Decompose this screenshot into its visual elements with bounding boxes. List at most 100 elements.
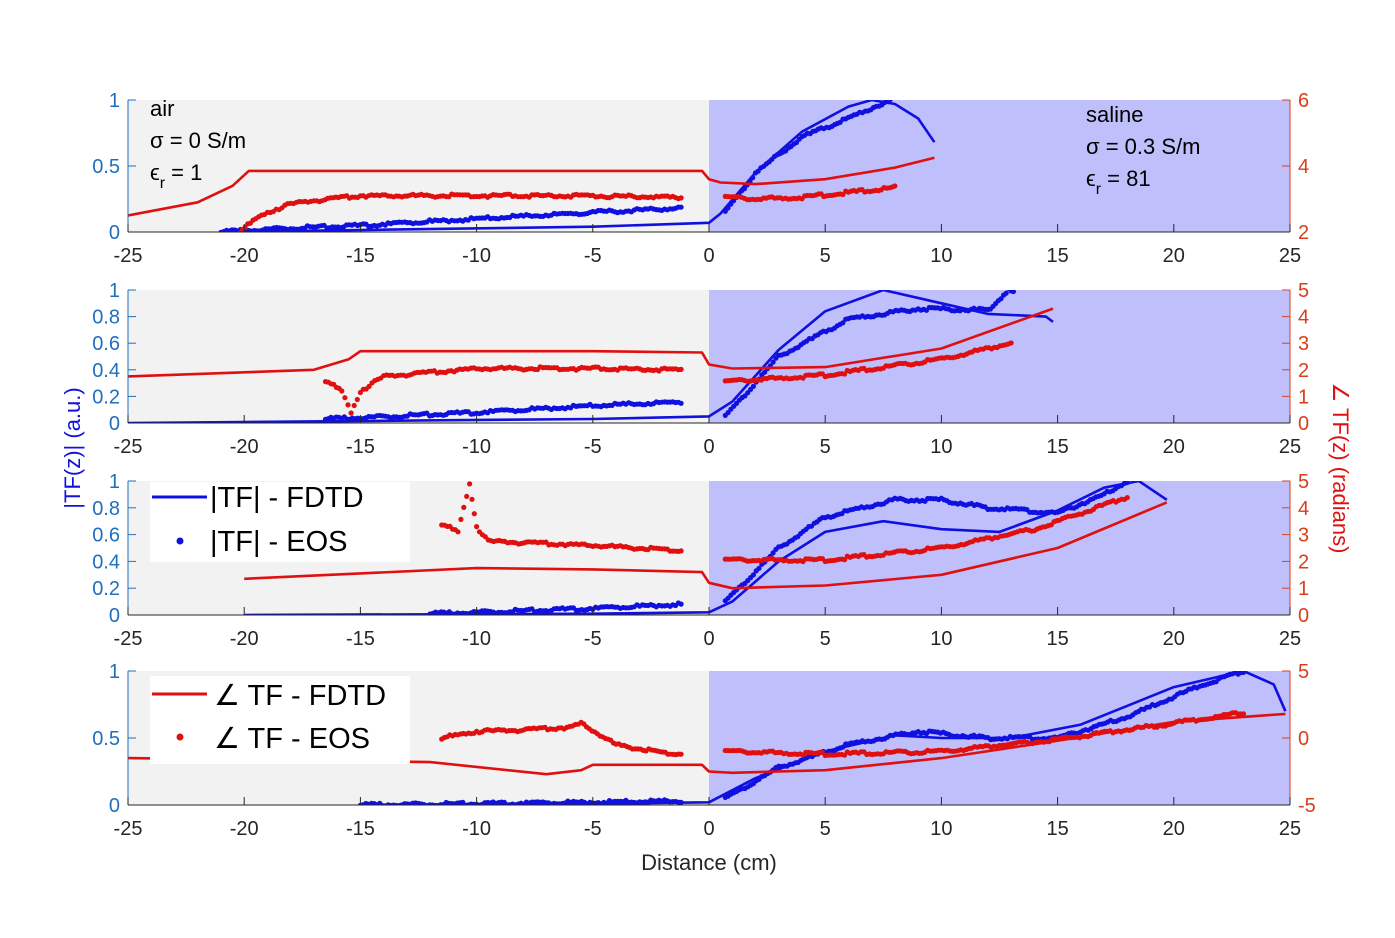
series-points: [722, 495, 1130, 565]
series-line: [128, 290, 1054, 423]
x-tick-label: -15: [346, 818, 375, 840]
x-tick-label: 0: [703, 628, 714, 650]
data-point: [678, 601, 684, 607]
y-tick-label-right: 1: [1298, 386, 1309, 408]
data-point: [1124, 495, 1130, 501]
y-tick-label-right: 6: [1298, 90, 1309, 112]
series-points: [322, 364, 684, 416]
x-tick-label: 20: [1163, 436, 1185, 458]
data-point: [471, 511, 477, 517]
legend-mag-eos-swatch: [176, 537, 184, 545]
x-tick-label: 15: [1046, 436, 1068, 458]
data-point: [1240, 711, 1247, 717]
plot-area: [128, 671, 1287, 805]
y-tick-label-left: 0: [109, 222, 120, 244]
y-tick-label-right: 4: [1298, 307, 1309, 329]
saline-epsilon: ϵr = 81: [1086, 166, 1151, 198]
series-points: [237, 191, 684, 232]
series-points: [722, 290, 1016, 418]
x-tick-label: -25: [114, 436, 143, 458]
x-tick-label: 15: [1046, 818, 1068, 840]
x-tick-label: 25: [1279, 245, 1301, 267]
x-tick-label: 10: [930, 818, 952, 840]
y-axis-label-right: ∠ TF(z) (radians): [1328, 383, 1353, 554]
data-point: [342, 395, 348, 401]
y-tick-label-left: 0: [109, 605, 120, 627]
x-tick-label: -5: [584, 245, 602, 267]
x-tick-label: -25: [114, 245, 143, 267]
y-tick-label-left: 1: [109, 90, 120, 112]
air-annotation: air σ = 0 S/m ϵr = 1: [150, 96, 246, 192]
y-tick-label-right: 3: [1298, 333, 1309, 355]
air-region: [128, 290, 709, 423]
y-tick-label-right: 0: [1298, 605, 1309, 627]
legend-phase: ∠ TF - FDTD ∠ TF - EOS: [150, 676, 410, 764]
x-tick-label: 5: [820, 436, 831, 458]
saline-region: [709, 481, 1290, 615]
data-point: [351, 402, 357, 409]
series-points: [722, 340, 1014, 384]
x-tick-label: 15: [1046, 245, 1068, 267]
series-points: [218, 204, 684, 232]
data-point: [339, 388, 345, 394]
air-sigma: σ = 0 S/m: [150, 128, 246, 153]
data-point: [678, 400, 684, 406]
y-tick-label-right: 2: [1298, 551, 1309, 573]
x-tick-label: 0: [703, 818, 714, 840]
y-tick-label-left: 0.2: [92, 578, 120, 600]
y-tick-label-right: 5: [1298, 471, 1309, 493]
y-tick-label-left: 0.5: [92, 728, 120, 750]
plot-area: [128, 100, 936, 232]
x-tick-label: -5: [584, 818, 602, 840]
x-tick-label: 0: [703, 245, 714, 267]
legend-magnitude: |TF| - FDTD |TF| - EOS: [150, 482, 410, 562]
x-tick-label: -10: [462, 245, 491, 267]
y-tick-label-right: 0: [1298, 413, 1309, 435]
x-tick-label: 25: [1279, 436, 1301, 458]
data-point: [741, 186, 748, 192]
legend-mag-eos-label: |TF| - EOS: [210, 526, 348, 558]
x-tick-label: -10: [462, 818, 491, 840]
x-tick-label: 25: [1279, 628, 1301, 650]
saline-region: [709, 290, 1290, 423]
data-point: [770, 359, 776, 365]
y-tick-label-left: 0.4: [92, 551, 120, 573]
series-points: [722, 100, 893, 214]
data-point: [998, 296, 1004, 302]
data-point: [725, 205, 731, 211]
legend-phase-fdtd-label: ∠ TF - FDTD: [214, 680, 386, 712]
y-tick-label-right: -5: [1298, 795, 1316, 817]
y-tick-label-left: 0: [109, 413, 120, 435]
data-point: [455, 529, 461, 535]
data-point: [678, 366, 684, 372]
series-points: [427, 600, 684, 615]
legend-mag-fdtd-label: |TF| - FDTD: [210, 482, 364, 514]
x-tick-label: 5: [820, 245, 831, 267]
data-point: [750, 383, 757, 389]
legend-phase-box: [150, 676, 410, 764]
x-tick-label: 0: [703, 436, 714, 458]
x-tick-label: -5: [584, 628, 602, 650]
y-tick-label-left: 0.2: [92, 386, 120, 408]
data-point: [750, 175, 756, 181]
x-tick-label: 10: [930, 245, 952, 267]
data-point: [354, 396, 360, 403]
x-tick-label: -25: [114, 628, 143, 650]
x-tick-label: 10: [930, 628, 952, 650]
data-point: [348, 410, 354, 416]
x-tick-label: 25: [1279, 818, 1301, 840]
x-tick-label: -5: [584, 436, 602, 458]
x-tick-label: 15: [1046, 628, 1068, 650]
data-point: [345, 402, 351, 408]
y-tick-label-left: 0.6: [92, 525, 120, 547]
x-tick-label: -10: [462, 628, 491, 650]
data-point: [467, 481, 473, 487]
data-point: [469, 496, 475, 502]
y-tick-label-right: 4: [1298, 498, 1309, 520]
series-line: [128, 156, 935, 217]
series-line: [220, 100, 936, 232]
data-point: [892, 183, 898, 189]
data-point: [461, 504, 467, 510]
data-point: [756, 565, 762, 571]
